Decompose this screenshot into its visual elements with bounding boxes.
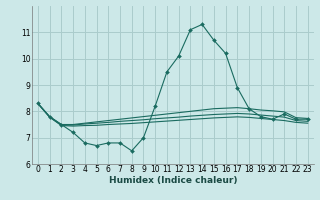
X-axis label: Humidex (Indice chaleur): Humidex (Indice chaleur) (108, 176, 237, 185)
